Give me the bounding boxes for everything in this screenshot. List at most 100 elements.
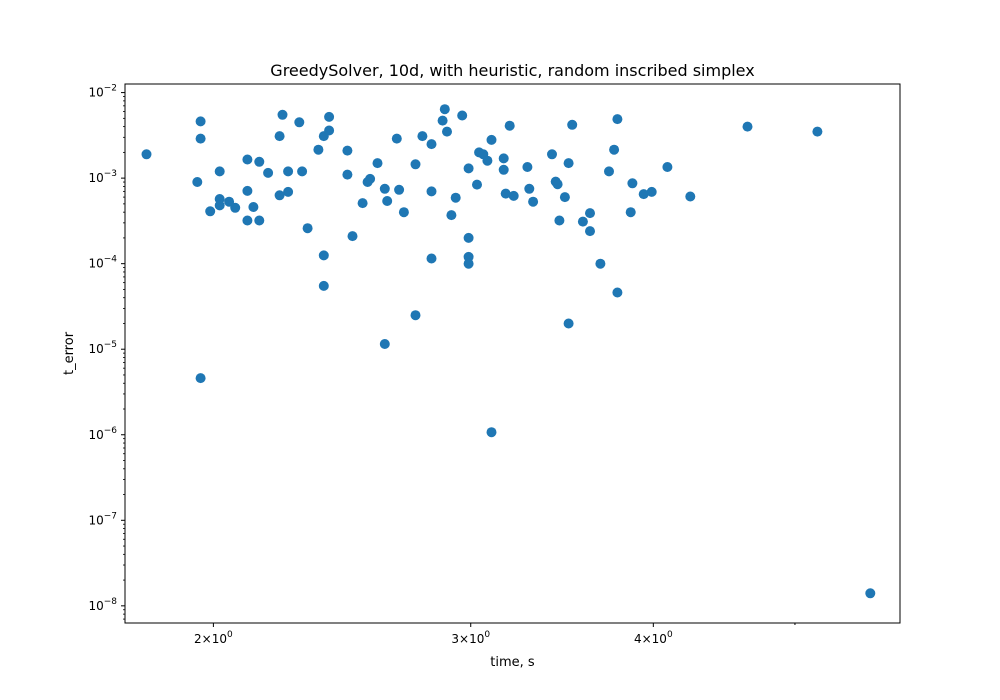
data-point xyxy=(277,109,288,120)
data-point xyxy=(627,178,638,189)
data-point xyxy=(195,133,206,144)
data-point xyxy=(294,117,305,128)
data-point xyxy=(274,131,285,142)
data-point xyxy=(498,164,509,175)
data-point xyxy=(577,216,588,227)
data-point xyxy=(283,166,294,177)
data-point xyxy=(547,149,557,160)
y-tick-label: 10−2 xyxy=(88,84,117,100)
data-point xyxy=(302,223,313,234)
data-point xyxy=(318,250,329,261)
data-point xyxy=(638,189,649,200)
data-point xyxy=(685,191,696,202)
data-point xyxy=(625,207,636,218)
data-point xyxy=(357,198,368,209)
data-point xyxy=(595,258,606,269)
y-tick-label: 10−8 xyxy=(88,597,117,613)
data-point xyxy=(528,196,539,207)
x-tick-label: 4×100 xyxy=(634,630,673,646)
data-point xyxy=(482,155,493,166)
data-point xyxy=(324,111,335,122)
data-point xyxy=(442,126,452,137)
data-point xyxy=(318,280,329,291)
points-layer xyxy=(141,104,876,599)
y-tick-label: 10−6 xyxy=(88,426,117,442)
data-point xyxy=(486,134,497,145)
data-point xyxy=(365,173,376,184)
data-point xyxy=(342,169,353,180)
data-point xyxy=(391,133,402,144)
data-point xyxy=(398,207,409,218)
data-point xyxy=(585,208,595,219)
data-point xyxy=(195,116,206,127)
data-point xyxy=(463,258,474,269)
data-point xyxy=(141,149,152,160)
x-axis-label: time, s xyxy=(490,655,535,670)
data-point xyxy=(563,318,574,329)
data-point xyxy=(230,202,241,213)
data-point xyxy=(205,206,216,217)
data-point xyxy=(450,192,461,203)
y-axis: 10−8 10−7 10−6 10−5 10−4 10−3 10−2 xyxy=(88,84,125,620)
data-point xyxy=(508,190,519,201)
data-point xyxy=(242,154,253,165)
data-point xyxy=(417,131,428,142)
data-point xyxy=(552,179,563,190)
data-point xyxy=(283,186,294,197)
chart-title: GreedySolver, 10d, with heuristic, rando… xyxy=(270,61,754,80)
data-point xyxy=(372,158,383,169)
data-point xyxy=(214,200,225,211)
data-point xyxy=(585,226,595,237)
data-point xyxy=(242,185,253,196)
x-tick-label: 3×100 xyxy=(451,630,490,646)
data-point xyxy=(604,166,614,177)
data-point xyxy=(567,119,578,130)
data-point xyxy=(426,186,437,197)
data-point xyxy=(248,202,259,212)
data-point xyxy=(394,184,405,195)
data-point xyxy=(347,231,358,242)
y-tick-label: 10−4 xyxy=(88,255,117,271)
data-point xyxy=(214,166,225,177)
data-point xyxy=(410,310,421,321)
data-point xyxy=(297,166,308,177)
data-point xyxy=(524,183,535,194)
data-point xyxy=(812,126,823,137)
data-point xyxy=(379,339,390,349)
data-point xyxy=(504,120,515,131)
data-point xyxy=(742,121,753,132)
data-point xyxy=(612,114,623,125)
data-point xyxy=(463,232,474,243)
data-point xyxy=(274,190,285,201)
y-tick-label: 10−3 xyxy=(88,169,117,185)
data-point xyxy=(446,210,457,221)
data-point xyxy=(382,196,393,206)
data-point xyxy=(192,177,203,187)
data-point xyxy=(242,215,253,226)
data-point xyxy=(263,167,274,178)
data-point xyxy=(463,163,474,174)
data-point xyxy=(609,144,620,155)
data-point xyxy=(522,162,533,172)
data-point xyxy=(324,125,335,136)
data-point xyxy=(254,215,265,226)
data-point xyxy=(472,179,482,190)
data-point xyxy=(498,153,509,164)
data-point xyxy=(379,183,390,194)
data-point xyxy=(254,156,265,167)
data-point xyxy=(662,162,673,172)
data-point xyxy=(224,196,235,207)
data-point xyxy=(426,139,437,150)
y-axis-label: t_error xyxy=(62,331,77,375)
data-point xyxy=(195,373,206,384)
data-point xyxy=(559,192,570,203)
data-point xyxy=(437,115,448,126)
data-point xyxy=(439,104,450,115)
data-point xyxy=(563,158,574,169)
data-point xyxy=(486,427,497,438)
data-point xyxy=(865,588,876,599)
x-axis: 2×100 3×100 4×100 xyxy=(194,623,796,646)
data-point xyxy=(457,110,468,121)
data-point xyxy=(426,253,437,264)
x-tick-label: 2×100 xyxy=(194,630,233,646)
